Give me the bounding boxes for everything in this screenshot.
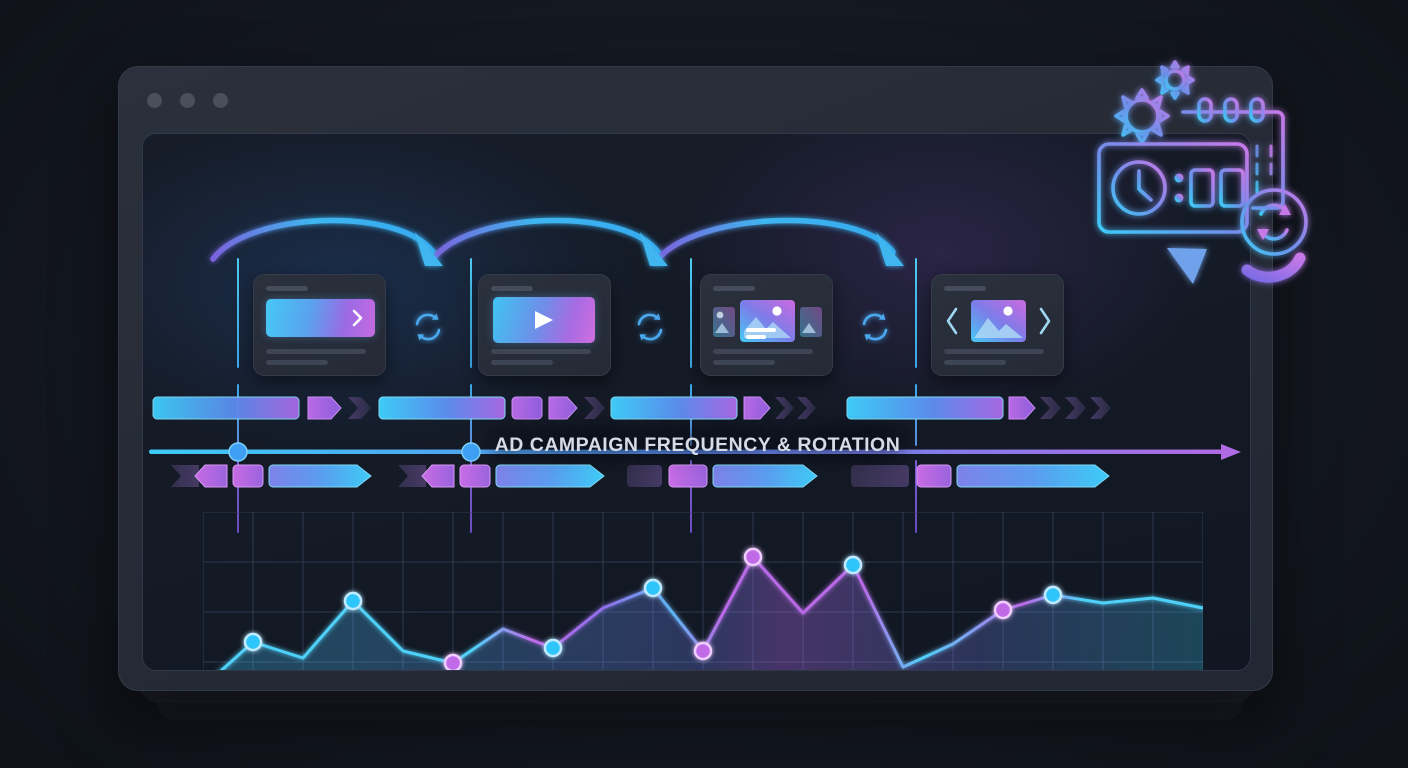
bar-group-banner xyxy=(171,464,372,488)
bar-group-video xyxy=(378,396,605,420)
separator-4-top xyxy=(915,258,917,368)
chevron-right-icon xyxy=(352,309,363,327)
clock-icon xyxy=(1111,160,1167,216)
timeline-marker-1 xyxy=(228,442,248,462)
chart-point xyxy=(693,641,713,661)
chart-point xyxy=(843,555,863,575)
chart-point xyxy=(243,632,263,652)
bar-group-carousel xyxy=(610,396,816,420)
chart-point xyxy=(343,591,363,611)
card-text-lines xyxy=(713,343,822,365)
bar-group-slider xyxy=(846,396,1111,420)
chart-point xyxy=(743,547,763,567)
window-viewport: AD CAMPAIGN FREQUENCY & ROTATION xyxy=(142,133,1251,671)
refresh-icon-2[interactable] xyxy=(633,310,667,344)
chart-markers xyxy=(243,547,1063,670)
chevron-left-icon xyxy=(946,307,958,335)
gear-large-icon xyxy=(1114,88,1170,144)
browser-window: AD CAMPAIGN FREQUENCY & ROTATION xyxy=(118,66,1273,691)
minimize-button[interactable] xyxy=(180,93,195,108)
card-title-placeholder xyxy=(713,286,755,291)
campaign-timeline xyxy=(149,442,1241,462)
card-text-lines xyxy=(944,343,1053,365)
calendar-cells xyxy=(1255,144,1273,194)
flow-arrowhead-1 xyxy=(415,232,443,266)
separator-2-bottom xyxy=(470,460,472,533)
separator-3-bottom xyxy=(690,460,692,533)
chevron-right-icon xyxy=(1039,307,1051,335)
creative-card-carousel[interactable] xyxy=(700,274,833,376)
separator-2-top xyxy=(470,258,472,368)
window-titlebar[interactable] xyxy=(119,67,1272,133)
traffic-lights xyxy=(147,93,228,108)
refresh-icon-1[interactable] xyxy=(411,310,445,344)
carousel-media xyxy=(711,297,824,345)
card-text-lines xyxy=(266,343,375,365)
creative-card-banner[interactable] xyxy=(253,274,386,376)
close-button[interactable] xyxy=(147,93,162,108)
video-media xyxy=(493,297,595,343)
card-title-placeholder xyxy=(944,286,986,291)
separator-1-top xyxy=(237,258,239,368)
calendar-icon xyxy=(1181,97,1285,210)
bar-group-banner xyxy=(152,396,371,420)
timeline-arrowhead xyxy=(1221,444,1241,460)
creative-card-video[interactable] xyxy=(478,274,611,376)
bar-group-carousel xyxy=(627,464,818,488)
slider-media xyxy=(942,297,1055,345)
card-title-placeholder xyxy=(266,286,308,291)
performance-chart xyxy=(203,512,1203,670)
schedule-rotation-icon-cluster xyxy=(1097,60,1308,284)
frequency-bars-top xyxy=(152,396,1111,420)
chart-point xyxy=(993,600,1013,620)
page-title: AD CAMPAIGN FREQUENCY & ROTATION xyxy=(494,434,901,456)
curved-arrow-icon xyxy=(1167,248,1306,284)
frequency-bars-bottom xyxy=(171,464,1110,488)
chart-point xyxy=(543,638,563,658)
creative-card-slider[interactable] xyxy=(931,274,1064,376)
carousel-frames-icon xyxy=(713,300,822,342)
card-text-lines xyxy=(491,343,600,365)
refresh-circle-arrowheads xyxy=(1257,204,1291,240)
flow-arrowhead-2 xyxy=(640,232,668,266)
timeline-marker-2 xyxy=(461,442,481,462)
bar-group-slider xyxy=(851,464,1110,488)
chart-point xyxy=(643,578,663,598)
slider-frame-icon xyxy=(946,300,1051,342)
bar-group-video xyxy=(398,464,605,488)
flow-arrow-1 xyxy=(210,217,436,262)
banner-media xyxy=(266,299,375,337)
separator-1-bottom xyxy=(237,460,239,533)
chart-point xyxy=(1043,585,1063,605)
flow-arrowhead-3 xyxy=(876,232,904,266)
digital-time xyxy=(1174,168,1245,208)
card-title-placeholder xyxy=(491,286,533,291)
play-icon xyxy=(535,311,553,329)
refresh-icon-3[interactable] xyxy=(858,310,892,344)
chart-point xyxy=(443,653,463,670)
gear-small-icon xyxy=(1155,60,1195,100)
maximize-button[interactable] xyxy=(213,93,228,108)
refresh-circle-icon xyxy=(1240,188,1308,256)
flow-arrow-2 xyxy=(430,217,661,262)
separator-3-top xyxy=(690,258,692,368)
clock-panel xyxy=(1097,142,1249,234)
separator-4-bottom xyxy=(915,460,917,533)
flow-arrow-3 xyxy=(655,217,896,262)
